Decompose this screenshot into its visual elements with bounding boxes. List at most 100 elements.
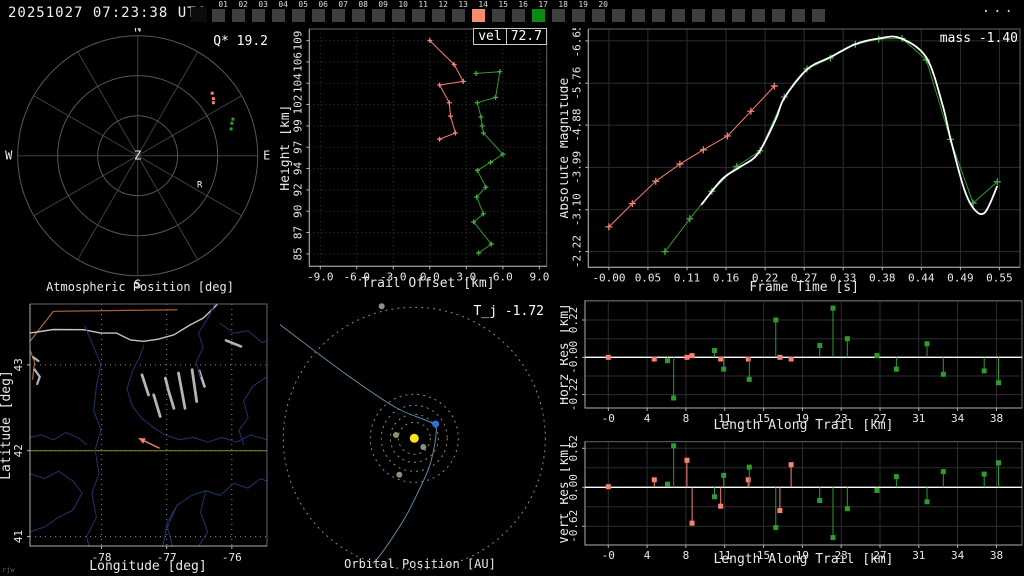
series-station-14 [608, 85, 775, 228]
velocity-value: 72.7 [505, 29, 546, 44]
frame-box-01[interactable] [212, 9, 225, 22]
x-tick-label: -0.00 [592, 271, 625, 284]
x-tick-label: 8 [683, 549, 690, 562]
frame-box-extra[interactable] [672, 9, 685, 22]
frame-box-extra[interactable] [752, 9, 765, 22]
frame-box-05[interactable] [292, 9, 305, 22]
y-tick-label: 109 [291, 31, 304, 51]
x-tick-label: 34 [951, 549, 965, 562]
frame-box-17[interactable] [532, 9, 545, 22]
trail-mark-station-17 [230, 121, 234, 125]
map-river-west [84, 325, 102, 547]
frame-number: 05 [298, 0, 308, 9]
frame-number: 03 [258, 0, 268, 9]
frame-box-extra[interactable] [612, 9, 625, 22]
frame-box-extra[interactable] [632, 9, 645, 22]
residual-marker-station-17 [665, 358, 671, 364]
y-tick-label: 106 [291, 52, 304, 72]
frame-number: 11 [418, 0, 428, 9]
map-river-southeast-2 [166, 504, 178, 547]
frame-box-12[interactable] [432, 9, 445, 22]
residual-marker-station-14 [745, 356, 751, 362]
map-finger-lake-3 [164, 376, 176, 410]
data-marker [770, 82, 778, 90]
frame-box-blank[interactable] [191, 7, 207, 22]
frame-box-08[interactable] [352, 9, 365, 22]
residual-marker-station-14 [651, 356, 657, 362]
frame-box-14[interactable] [472, 9, 485, 22]
frame-box-10[interactable] [392, 9, 405, 22]
meteoroid-trajectory [280, 323, 438, 560]
radiant-marker: R [197, 181, 203, 191]
frame-number: 12 [438, 0, 448, 9]
frame-box-extra[interactable] [692, 9, 705, 22]
y-tick-label: 97 [291, 141, 304, 154]
frame-box-04[interactable] [272, 9, 285, 22]
y-tick-label: -2.22 [570, 235, 583, 268]
series-model-fit [700, 35, 999, 216]
frame-box-extra[interactable] [652, 9, 665, 22]
x-tick-label: 6.0 [493, 270, 513, 283]
x-tick-label: 31 [912, 549, 925, 562]
data-marker [451, 62, 457, 68]
x-tick-label: 0.16 [713, 271, 740, 284]
body-sun [409, 433, 419, 443]
frame-box-20[interactable] [592, 9, 605, 22]
data-marker [471, 219, 477, 225]
frame-box-03[interactable] [252, 9, 265, 22]
residual-marker-station-17 [721, 366, 727, 372]
frame-box-extra[interactable] [732, 9, 745, 22]
overflow-menu[interactable]: ... [981, 0, 1016, 16]
frame-box-extra[interactable] [812, 9, 825, 22]
zenith-label: Z [134, 149, 141, 163]
body-mars [396, 471, 403, 478]
trail-mark-station-14 [210, 91, 214, 95]
frame-number: 04 [278, 0, 288, 9]
frame-box-19[interactable] [572, 9, 585, 22]
frame-number: 10 [398, 0, 408, 9]
residual-marker-station-17 [874, 487, 880, 493]
axis-spines [587, 29, 1020, 268]
plot-frame [584, 441, 1023, 546]
body-jupiter [378, 303, 385, 310]
data-marker [605, 223, 613, 231]
map-finger-lake-6 [198, 369, 206, 388]
frame-box-extra[interactable] [772, 9, 785, 22]
y-tick-label: -0.62 [567, 510, 580, 543]
polar-ring [97, 115, 179, 197]
frame-box-11[interactable] [412, 9, 425, 22]
frame-box-extra[interactable] [792, 9, 805, 22]
data-marker [676, 160, 684, 168]
frame-box-16[interactable] [512, 9, 525, 22]
frame-box-09[interactable] [372, 9, 385, 22]
polar-spoke [137, 155, 199, 260]
residual-marker-station-17 [665, 481, 671, 487]
residual-marker-station-14 [684, 457, 690, 463]
residual-marker-station-17 [940, 371, 946, 377]
x-tick-label: 0.11 [674, 271, 701, 284]
residual-marker-station-17 [712, 348, 718, 354]
frame-box-18[interactable] [552, 9, 565, 22]
mass-readout: mass -1.40 [939, 31, 1018, 46]
map-west-lake-2 [33, 368, 41, 386]
data-marker [480, 211, 486, 217]
polar-spoke [77, 155, 139, 260]
y-tick-label: 42 [12, 444, 25, 457]
residual-marker-station-14 [788, 356, 794, 362]
frame-box-02[interactable] [232, 9, 245, 22]
frame-number: 18 [558, 0, 568, 9]
top-bar: 20251027 07:23:38 UTC 01 02 03 04 05 06 07 08 09… [0, 0, 1024, 28]
data-marker [723, 132, 731, 140]
residual-marker-station-14 [788, 462, 794, 468]
frame-box-07[interactable] [332, 9, 345, 22]
data-marker [437, 82, 443, 88]
residual-marker-station-17 [817, 498, 823, 504]
x-tick-label: 15 [757, 549, 770, 562]
map-river-east [238, 376, 268, 446]
x-tick-label: -6.0 [344, 270, 371, 283]
frame-box-13[interactable] [452, 9, 465, 22]
frame-box-06[interactable] [312, 9, 325, 22]
frame-box-15[interactable] [492, 9, 505, 22]
frame-box-extra[interactable] [712, 9, 725, 22]
